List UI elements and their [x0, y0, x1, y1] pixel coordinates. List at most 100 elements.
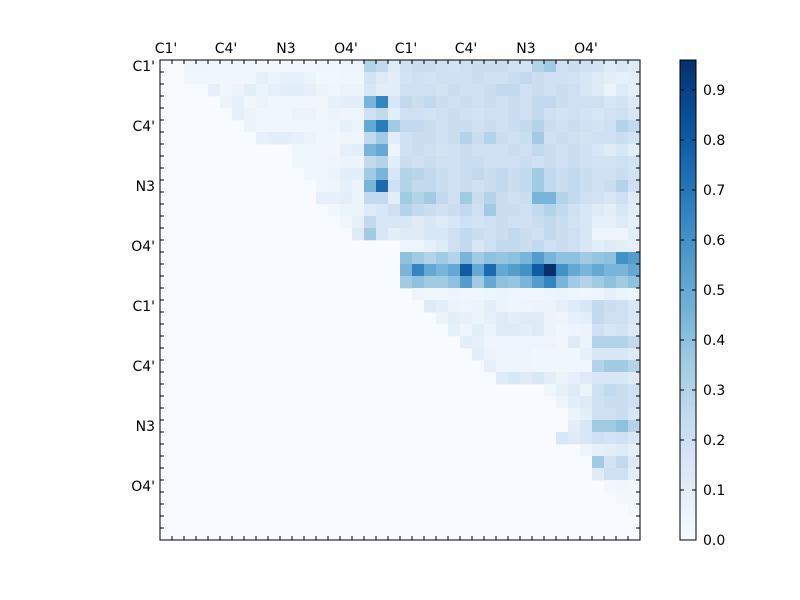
heatmap-cell — [400, 60, 413, 73]
heatmap-cell — [412, 120, 425, 133]
heatmap-cell — [628, 420, 641, 433]
heatmap-cell — [628, 60, 641, 73]
heatmap-cell — [448, 216, 461, 229]
heatmap-cell — [412, 60, 425, 73]
heatmap-cell — [580, 336, 593, 349]
y-tick-label: C4' — [132, 119, 155, 135]
heatmap-cell — [460, 300, 473, 313]
heatmap-cell — [508, 276, 521, 289]
heatmap-cell — [556, 108, 569, 121]
heatmap-cell — [544, 72, 557, 85]
heatmap-cell — [400, 264, 413, 277]
heatmap-cell — [352, 216, 365, 229]
heatmap-cell — [616, 444, 629, 457]
heatmap-cell — [436, 252, 449, 265]
heatmap-cell — [316, 156, 329, 169]
heatmap-cell — [448, 192, 461, 205]
heatmap-cell — [508, 192, 521, 205]
heatmap-cell — [364, 84, 377, 97]
heatmap-cell — [616, 96, 629, 109]
heatmap-cell — [532, 156, 545, 169]
heatmap-cell — [328, 96, 341, 109]
heatmap-cell — [556, 336, 569, 349]
heatmap-cell — [604, 288, 617, 301]
heatmap-cell — [568, 72, 581, 85]
heatmap-cell — [592, 468, 605, 481]
heatmap-cell — [520, 240, 533, 253]
heatmap-cell — [496, 348, 509, 361]
heatmap-cell — [388, 192, 401, 205]
heatmap-cell — [496, 276, 509, 289]
heatmap-cell — [604, 456, 617, 469]
heatmap-cell — [364, 228, 377, 241]
heatmap-cell — [568, 144, 581, 157]
heatmap-cell — [592, 216, 605, 229]
heatmap-cell — [436, 180, 449, 193]
heatmap-cell — [268, 120, 281, 133]
heatmap-cell — [628, 324, 641, 337]
heatmap-cell — [556, 300, 569, 313]
heatmap-cell — [508, 108, 521, 121]
heatmap-cell — [580, 432, 593, 445]
heatmap-cell — [628, 456, 641, 469]
heatmap-cell — [388, 84, 401, 97]
heatmap-cell — [604, 252, 617, 265]
heatmap-cell — [448, 240, 461, 253]
heatmap-cell — [580, 288, 593, 301]
heatmap-cell — [508, 60, 521, 73]
heatmap-cell — [496, 300, 509, 313]
heatmap-cell — [556, 72, 569, 85]
heatmap-cell — [580, 84, 593, 97]
heatmap-cell — [436, 144, 449, 157]
heatmap-cell — [580, 180, 593, 193]
heatmap-cell — [508, 372, 521, 385]
heatmap-cell — [328, 144, 341, 157]
heatmap-cell — [532, 108, 545, 121]
colorbar-gradient — [680, 60, 696, 540]
heatmap-cell — [484, 288, 497, 301]
heatmap-cell — [460, 264, 473, 277]
heatmap-cell — [616, 492, 629, 505]
heatmap-cell — [412, 276, 425, 289]
heatmap-cell — [532, 120, 545, 133]
heatmap-cell — [268, 108, 281, 121]
heatmap-cell — [304, 60, 317, 73]
heatmap-cell — [544, 108, 557, 121]
heatmap-cell — [292, 132, 305, 145]
heatmap-cell — [388, 168, 401, 181]
heatmap-cell — [544, 324, 557, 337]
heatmap-cell — [604, 480, 617, 493]
heatmap-cell — [316, 60, 329, 73]
heatmap-cell — [400, 252, 413, 265]
heatmap-cell — [364, 132, 377, 145]
heatmap-cell — [448, 312, 461, 325]
heatmap-cell — [604, 324, 617, 337]
heatmap-cell — [472, 72, 485, 85]
heatmap-cell — [436, 132, 449, 145]
heatmap-cell — [496, 84, 509, 97]
heatmap-cell — [460, 168, 473, 181]
heatmap-cell — [304, 120, 317, 133]
heatmap-cell — [616, 240, 629, 253]
heatmap-cell — [544, 192, 557, 205]
heatmap-cell — [592, 264, 605, 277]
heatmap-cell — [544, 276, 557, 289]
heatmap-cell — [484, 180, 497, 193]
heatmap-cell — [628, 120, 641, 133]
heatmap-cell — [628, 348, 641, 361]
heatmap-cell — [520, 96, 533, 109]
heatmap-cell — [484, 276, 497, 289]
heatmap-cell — [388, 216, 401, 229]
heatmap-cell — [436, 228, 449, 241]
heatmap-cell — [580, 156, 593, 169]
heatmap-cell — [592, 168, 605, 181]
heatmap-cell — [472, 132, 485, 145]
colorbar-tick-label: 0.6 — [703, 233, 725, 249]
heatmap-cell — [244, 84, 257, 97]
heatmap-cell — [436, 108, 449, 121]
heatmap-cell — [568, 264, 581, 277]
heatmap-cell — [628, 312, 641, 325]
heatmap-cell — [568, 384, 581, 397]
heatmap-cell — [328, 156, 341, 169]
heatmap-cell — [328, 120, 341, 133]
